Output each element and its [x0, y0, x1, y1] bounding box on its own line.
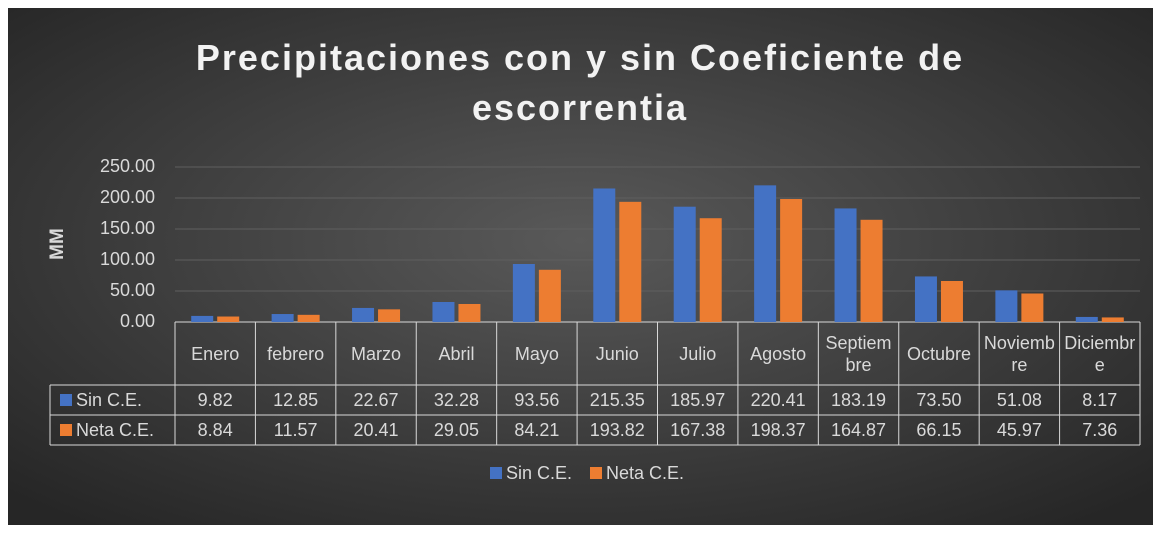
x-tick-label: Marzo — [351, 343, 402, 364]
table-value: 167.38 — [670, 420, 725, 440]
x-tick-label: Diciembre — [1064, 332, 1136, 375]
y-tick-label: 200.00 — [100, 187, 155, 207]
bar — [699, 218, 722, 322]
x-tick-label: Mayo — [514, 343, 559, 364]
x-tick-label: Julio — [679, 343, 717, 364]
bar — [191, 315, 214, 322]
y-tick-label: 100.00 — [100, 249, 155, 269]
legend-key — [590, 467, 602, 479]
y-tick-label: 250.00 — [100, 156, 155, 176]
legend-label: Sin C.E. — [506, 463, 572, 483]
table-value: 198.37 — [751, 420, 806, 440]
bar — [1075, 316, 1098, 322]
bar — [995, 290, 1018, 322]
table-value: 7.36 — [1082, 420, 1117, 440]
bar — [940, 280, 963, 322]
bar — [914, 276, 937, 322]
bar — [352, 307, 375, 322]
bar — [458, 303, 481, 322]
bar — [512, 263, 535, 322]
bar — [297, 314, 320, 322]
table-value: 8.17 — [1082, 390, 1117, 410]
legend-label: Neta C.E. — [606, 463, 684, 483]
table-value: 84.21 — [514, 420, 559, 440]
table-value: 93.56 — [514, 390, 559, 410]
table-row-label: Sin C.E. — [76, 390, 142, 410]
x-tick-label: Noviembre — [983, 332, 1055, 375]
bar — [378, 309, 401, 322]
table-value: 164.87 — [831, 420, 886, 440]
table-row-label: Neta C.E. — [76, 420, 154, 440]
table-value: 8.84 — [198, 420, 233, 440]
bar — [1101, 317, 1124, 322]
table-value: 220.41 — [751, 390, 806, 410]
table-value: 193.82 — [590, 420, 645, 440]
bar — [619, 201, 642, 322]
table-value: 20.41 — [354, 420, 399, 440]
table-value: 51.08 — [997, 390, 1042, 410]
table-value: 29.05 — [434, 420, 479, 440]
bar — [780, 199, 803, 322]
x-tick-label: Septiembre — [825, 332, 892, 375]
table-value: 215.35 — [590, 390, 645, 410]
x-tick-label: Enero — [191, 343, 240, 364]
table-legend-key — [60, 394, 72, 406]
bar — [673, 206, 696, 322]
table-value: 9.82 — [198, 390, 233, 410]
table-value: 185.97 — [670, 390, 725, 410]
table-value: 11.57 — [274, 420, 318, 440]
bar — [538, 269, 561, 322]
bar — [834, 208, 857, 322]
table-legend-key — [60, 424, 72, 436]
bar — [217, 316, 240, 322]
table-value: 12.85 — [273, 390, 318, 410]
table-value: 66.15 — [916, 420, 961, 440]
y-tick-label: 0.00 — [120, 311, 155, 331]
chart-title: Precipitaciones con y sin Coeficiente de… — [196, 37, 964, 128]
table-value: 73.50 — [916, 390, 961, 410]
x-tick-label: Junio — [595, 343, 639, 364]
y-tick-label: 50.00 — [110, 280, 155, 300]
table-value: 183.19 — [831, 390, 886, 410]
y-axis-label: MM — [47, 228, 68, 260]
chart-background — [8, 8, 1153, 525]
x-tick-label: Octubre — [906, 343, 971, 364]
y-tick-label: 150.00 — [100, 218, 155, 238]
table-value: 45.97 — [997, 420, 1042, 440]
x-tick-label: febrero — [267, 343, 325, 364]
x-tick-label: Agosto — [750, 343, 807, 364]
legend-key — [490, 467, 502, 479]
bar — [271, 314, 294, 322]
bar — [754, 185, 777, 322]
bar — [1021, 293, 1044, 322]
bar — [860, 219, 883, 322]
bar — [432, 301, 455, 322]
table-value: 32.28 — [434, 390, 479, 410]
bar — [593, 188, 616, 322]
x-tick-label: Abril — [438, 343, 475, 364]
table-value: 22.67 — [354, 390, 399, 410]
